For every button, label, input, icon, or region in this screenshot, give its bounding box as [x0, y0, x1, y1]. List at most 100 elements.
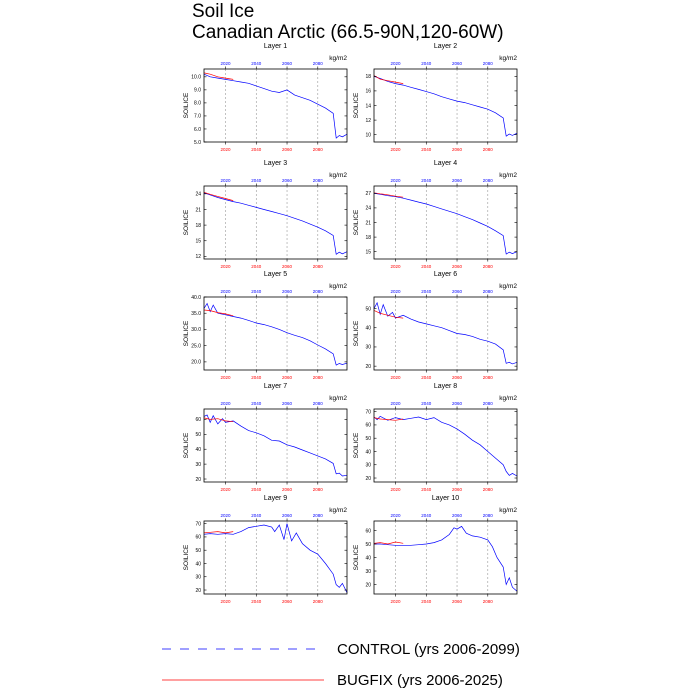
y-tick-label: 27 — [365, 191, 371, 197]
y-tick-label: 25.0 — [191, 343, 201, 349]
panel-layer-9: Layer 9kg/m22020202020402040206020602080… — [183, 495, 348, 604]
y-tick-label: 20.0 — [191, 360, 201, 366]
x-top-tick-label: 2060 — [452, 289, 463, 294]
x-bottom-tick-label: 2040 — [251, 375, 262, 380]
x-bottom-tick-label: 2040 — [251, 599, 262, 604]
y-tick-label: 40 — [365, 449, 371, 455]
y-tick-label: 70 — [195, 521, 201, 527]
panel-frame — [203, 68, 348, 143]
panel-units-label: kg/m2 — [499, 172, 517, 179]
x-top-tick-label: 2020 — [221, 401, 232, 406]
y-tick-label: 30 — [195, 462, 201, 468]
x-bottom-tick-label: 2060 — [452, 599, 463, 604]
panel-layer-3: Layer 3 kg/m2 2020 2020 2040 2040 2060 2060 2080… — [183, 160, 348, 269]
y-tick-label: 21 — [365, 220, 371, 226]
bugfix-series-line — [203, 72, 234, 80]
y-tick-label: 40 — [195, 561, 201, 567]
bugfix-series-line — [203, 309, 234, 317]
panel-units-label: kg/m2 — [329, 507, 347, 514]
panel-units-label: kg/m2 — [499, 395, 517, 402]
bugfix-series-line — [203, 191, 234, 201]
x-top-tick-label: 2020 — [221, 178, 232, 183]
x-top-tick-label: 2020 — [221, 61, 232, 66]
x-top-tick-label: 2040 — [421, 513, 432, 518]
x-top-tick-label: 2080 — [483, 513, 494, 518]
panel-title: Layer 4 — [434, 160, 457, 167]
y-tick-label: 10 — [365, 133, 371, 139]
x-top-tick-label: 2040 — [421, 61, 432, 66]
y-tick-label: 10.0 — [191, 75, 201, 81]
x-top-tick-label: 2040 — [421, 401, 432, 406]
x-bottom-tick-label: 2040 — [421, 375, 432, 380]
x-bottom-tick-label: 2060 — [282, 487, 293, 492]
y-tick-label: 60 — [365, 528, 371, 534]
x-bottom-tick-label: 2020 — [391, 147, 402, 152]
x-top-tick-label: 2040 — [251, 178, 262, 183]
y-tick-label: 30 — [365, 569, 371, 575]
y-tick-label: 14 — [365, 103, 371, 109]
x-top-tick-label: 2020 — [221, 513, 232, 518]
x-top-tick-label: 2020 — [391, 61, 402, 66]
y-axis-label: SOILICE — [183, 92, 190, 118]
legend-control-label: CONTROL (yrs 2006-2099) — [337, 641, 520, 658]
y-tick-label: 6.0 — [194, 127, 201, 133]
control-series-line — [203, 302, 348, 366]
y-tick-label: 5.0 — [194, 140, 201, 146]
panel-layer-5: Layer 5 kg/m2 2020 2020 2040 2040 2060 2060 2080… — [183, 271, 348, 380]
y-tick-label: 15 — [195, 239, 201, 245]
x-bottom-tick-label: 2060 — [452, 487, 463, 492]
y-tick-label: 50 — [195, 548, 201, 554]
x-bottom-tick-label: 2080 — [483, 375, 494, 380]
panel-layer-4: Layer 4 kg/m2 2020 2020 2040 2040 2060 2060 2080… — [353, 160, 518, 269]
x-bottom-tick-label: 2020 — [221, 264, 232, 269]
x-bottom-tick-label: 2080 — [483, 487, 494, 492]
y-axis-label: SOILICE — [353, 544, 360, 570]
panel-layer-1: Layer 1 kg/m2 2020 2020 2040 2040 2060 2060 2080… — [183, 43, 348, 152]
legend: CONTROL (yrs 2006-2099) BUGFIX (yrs 2006… — [162, 641, 520, 689]
y-tick-label: 30.0 — [191, 327, 201, 333]
x-top-tick-label: 2080 — [313, 61, 324, 66]
x-bottom-tick-label: 2080 — [313, 147, 324, 152]
x-bottom-tick-label: 2020 — [391, 264, 402, 269]
x-bottom-tick-label: 2060 — [282, 147, 293, 152]
panel-frame — [203, 408, 348, 483]
panel-title: Layer 2 — [434, 43, 457, 50]
panel-units-label: kg/m2 — [499, 283, 517, 290]
x-top-tick-label: 2080 — [483, 289, 494, 294]
x-bottom-tick-label: 2080 — [313, 487, 324, 492]
x-bottom-tick-label: 2020 — [221, 375, 232, 380]
x-bottom-tick-label: 2040 — [421, 599, 432, 604]
control-series-line — [373, 301, 518, 365]
x-bottom-tick-label: 2020 — [221, 599, 232, 604]
x-top-tick-label: 2060 — [282, 61, 293, 66]
x-bottom-tick-label: 2080 — [313, 264, 324, 269]
panel-frame — [203, 296, 348, 371]
x-bottom-tick-label: 2020 — [391, 487, 402, 492]
x-top-tick-label: 2020 — [391, 178, 402, 183]
x-top-tick-label: 2020 — [391, 289, 402, 294]
y-tick-label: 7.0 — [194, 114, 201, 120]
y-axis-label: SOILICE — [353, 92, 360, 118]
bugfix-series-line — [373, 192, 404, 198]
x-top-tick-label: 2040 — [251, 61, 262, 66]
panel-layer-10: Layer 10kg/m2202020202040204020602060208… — [353, 495, 518, 604]
x-bottom-tick-label: 2020 — [221, 147, 232, 152]
panel-layer-7: Layer 7kg/m22020202020402040206020602080… — [183, 383, 348, 492]
x-bottom-tick-label: 2060 — [282, 599, 293, 604]
x-bottom-tick-label: 2040 — [421, 147, 432, 152]
panel-title: Layer 10 — [432, 495, 459, 502]
y-tick-label: 18 — [195, 223, 201, 229]
y-axis-label: SOILICE — [183, 544, 190, 570]
panel-title: Layer 7 — [264, 383, 287, 390]
x-top-tick-label: 2060 — [282, 513, 293, 518]
y-tick-label: 21 — [195, 207, 201, 213]
x-bottom-tick-label: 2060 — [452, 147, 463, 152]
x-top-tick-label: 2080 — [313, 289, 324, 294]
x-bottom-tick-label: 2080 — [313, 375, 324, 380]
y-tick-label: 20 — [365, 476, 371, 482]
y-tick-label: 20 — [365, 364, 371, 370]
x-bottom-tick-label: 2040 — [251, 264, 262, 269]
figure-title-line1: Soil Ice — [192, 1, 254, 22]
panels-group: Layer 1kg/m22020202020402040206020602080… — [183, 43, 518, 604]
